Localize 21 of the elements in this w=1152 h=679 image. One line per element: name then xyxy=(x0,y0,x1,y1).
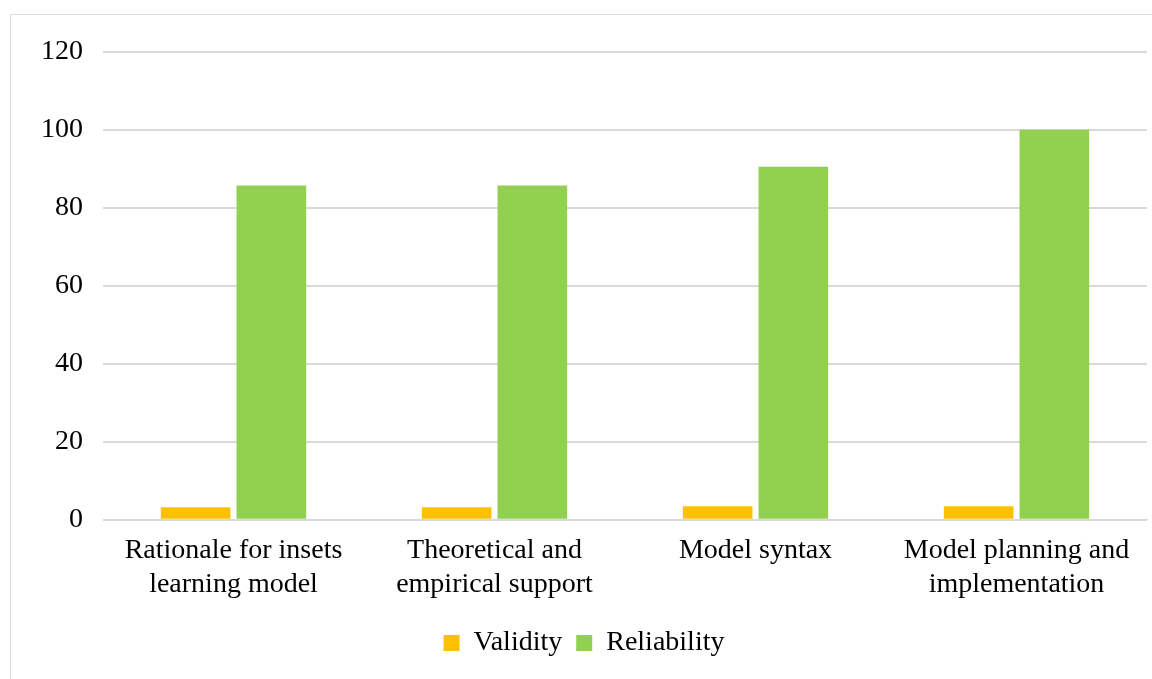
y-tick-label: 40 xyxy=(55,346,83,378)
x-tick-label: Rationale for insets learning model xyxy=(124,532,343,598)
legend-label: Reliability xyxy=(606,625,725,657)
y-tick-label: 60 xyxy=(55,268,83,300)
bar xyxy=(758,166,829,519)
bar xyxy=(421,507,492,519)
bar xyxy=(236,185,307,519)
bar xyxy=(497,185,568,519)
y-tick-label: 20 xyxy=(55,424,83,456)
x-tick-label: Model planning and implementation xyxy=(903,532,1130,598)
y-tick-label: 100 xyxy=(41,112,83,144)
bar xyxy=(943,506,1014,519)
y-tick-label: 80 xyxy=(55,190,83,222)
y-tick-label: 0 xyxy=(69,502,83,534)
x-tick-label: Model syntax xyxy=(678,532,833,564)
y-tick-label: 120 xyxy=(41,34,83,66)
x-tick-label: Theoretical and empirical support xyxy=(396,532,594,598)
bar xyxy=(682,506,753,519)
bar xyxy=(1019,129,1090,519)
legend-label: Validity xyxy=(473,625,563,657)
bar xyxy=(160,507,231,519)
